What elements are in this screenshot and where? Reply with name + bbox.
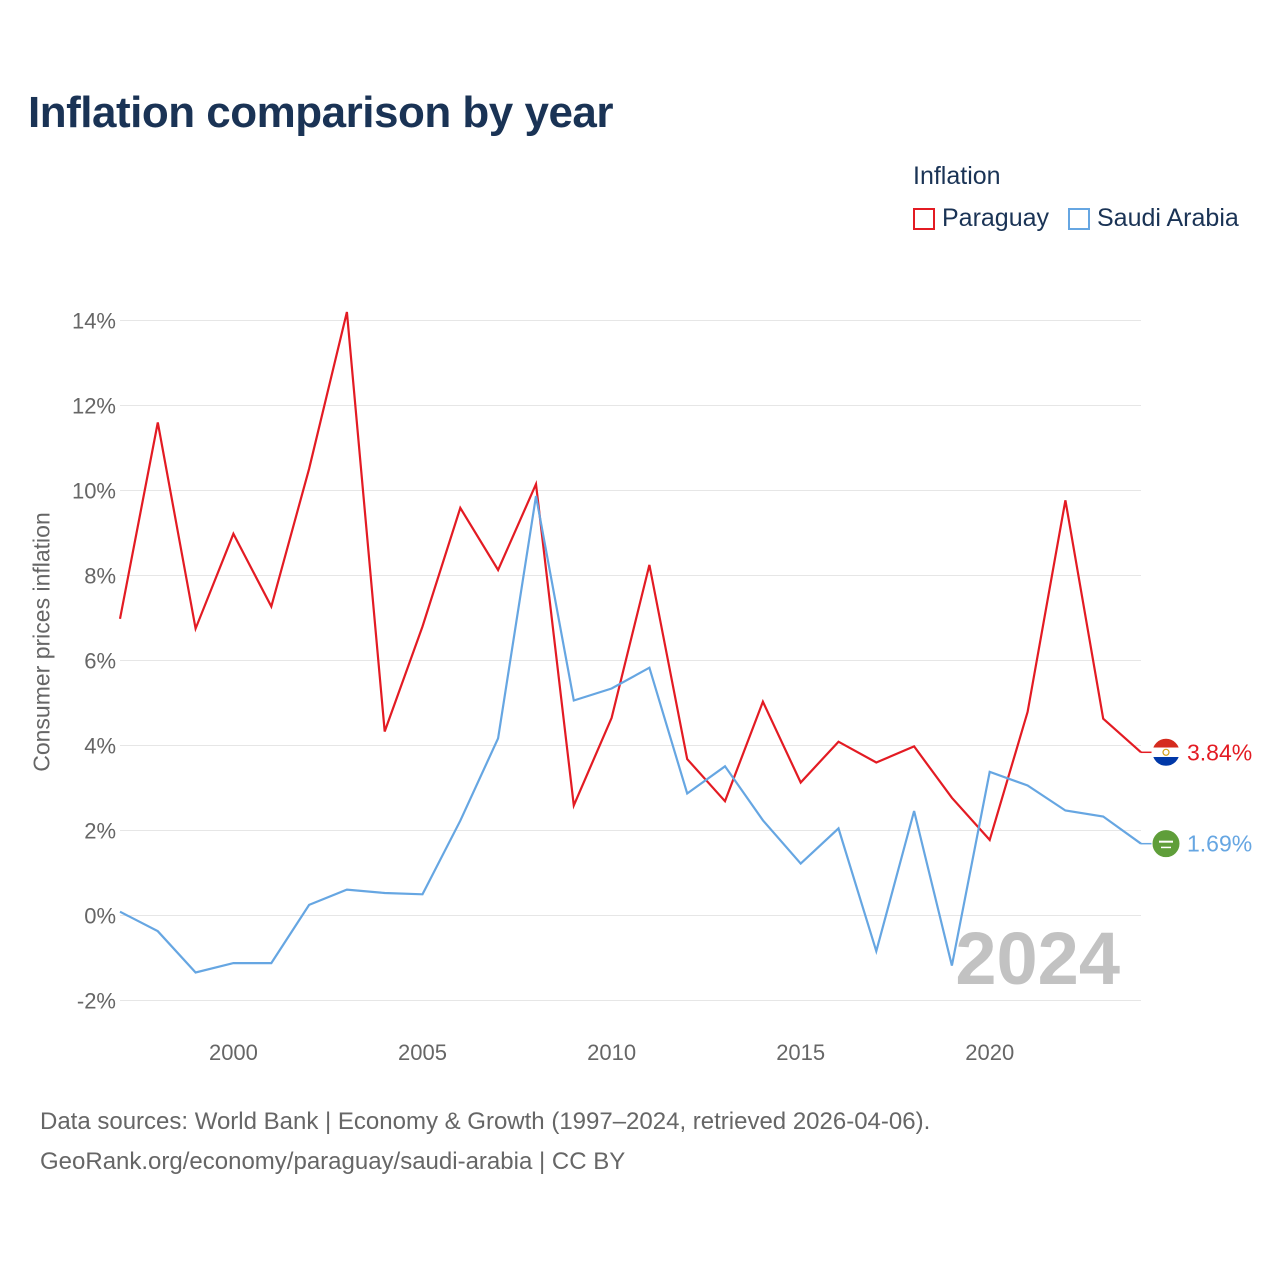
legend-title: Inflation: [913, 162, 1001, 190]
source-url-line: GeoRank.org/economy/paraguay/saudi-arabi…: [40, 1148, 626, 1175]
flag-border: [1151, 829, 1181, 859]
legend-item-paraguay[interactable]: Paraguay: [913, 204, 1049, 233]
source-line: Data sources: World Bank | Economy & Gro…: [40, 1108, 931, 1135]
chart-title: Inflation comparison by year: [28, 88, 614, 137]
series-line-saudi-arabia: [119, 495, 1142, 974]
legend-swatch-paraguay: [913, 207, 935, 230]
flag-white-band: [1152, 747, 1180, 757]
y-tick-label: 14%: [72, 309, 116, 334]
flag-sword: [1161, 846, 1171, 849]
end-value-label-saudi-arabia: 1.69%: [1187, 831, 1252, 857]
x-tick-label: 2015: [776, 1040, 825, 1065]
x-tick-label: 2020: [965, 1040, 1014, 1065]
end-value-label-paraguay: 3.84%: [1187, 739, 1252, 765]
flag-emblem: [1162, 748, 1170, 756]
y-tick-label: 2%: [84, 819, 116, 844]
x-tick-label: 2010: [587, 1040, 636, 1065]
legend-label-paraguay: Paraguay: [942, 204, 1050, 232]
flag-green: [1152, 829, 1180, 858]
flag-border: [1151, 737, 1181, 767]
legend-label-saudi-arabia: Saudi Arabia: [1097, 204, 1239, 232]
y-tick-label: 8%: [84, 564, 116, 589]
saudi-arabia-flag-icon: [1151, 829, 1181, 859]
paraguay-flag-icon: [1151, 737, 1181, 767]
year-watermark: 2024: [955, 917, 1120, 1000]
y-tick-label: 4%: [84, 734, 116, 759]
legend-swatch-saudi-arabia: [1068, 207, 1090, 230]
series-line-paraguay: [118, 311, 1142, 843]
y-tick-label: 10%: [72, 479, 116, 504]
x-tick-label: 2005: [398, 1040, 447, 1065]
y-tick-label: 12%: [72, 394, 116, 419]
y-tick-label: 0%: [84, 904, 116, 929]
legend-item-saudi-arabia[interactable]: Saudi Arabia: [1068, 204, 1239, 233]
flag-script: [1159, 840, 1173, 843]
y-tick-label: -2%: [77, 989, 116, 1014]
y-tick-label: 6%: [84, 649, 116, 674]
x-tick-label: 2000: [209, 1040, 258, 1065]
